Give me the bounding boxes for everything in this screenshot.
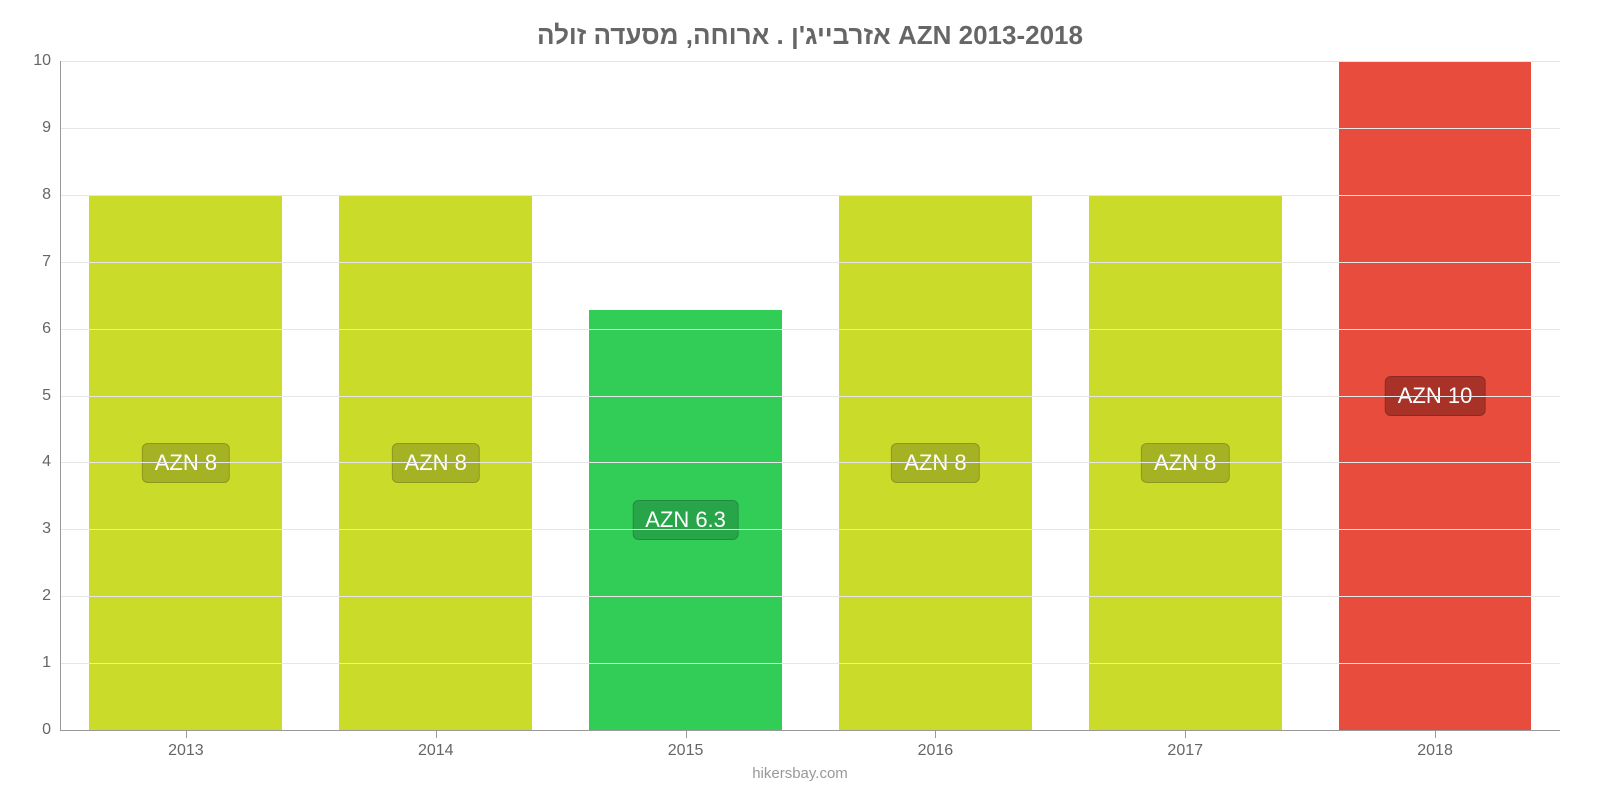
y-tick-label: 7 xyxy=(42,253,61,271)
x-tick-label: 2014 xyxy=(418,730,454,760)
y-tick-label: 9 xyxy=(42,119,61,137)
source-label: hikersbay.com xyxy=(752,765,848,782)
grid-line xyxy=(61,663,1560,664)
y-tick-label: 5 xyxy=(42,387,61,405)
x-tick-label: 2015 xyxy=(668,730,704,760)
y-tick-label: 1 xyxy=(42,654,61,672)
chart-container: אזרבייג'ן . ארוחה, מסעדה זולה AZN 2013-2… xyxy=(0,0,1600,800)
y-tick-label: 3 xyxy=(42,520,61,538)
grid-line xyxy=(61,396,1560,397)
grid-line xyxy=(61,596,1560,597)
grid-line xyxy=(61,329,1560,330)
y-tick-label: 8 xyxy=(42,186,61,204)
x-tick-label: 2017 xyxy=(1167,730,1203,760)
grid-line xyxy=(61,462,1560,463)
x-tick-label: 2013 xyxy=(168,730,204,760)
chart-title: אזרבייג'ן . ארוחה, מסעדה זולה AZN 2013-2… xyxy=(60,20,1560,51)
grid-line xyxy=(61,195,1560,196)
x-tick-label: 2018 xyxy=(1417,730,1453,760)
grid-line xyxy=(61,61,1560,62)
y-tick-label: 10 xyxy=(33,52,61,70)
x-tick-label: 2016 xyxy=(918,730,954,760)
y-tick-label: 6 xyxy=(42,320,61,338)
y-tick-label: 0 xyxy=(42,721,61,739)
bar-value-label: AZN 6.3 xyxy=(632,500,739,540)
grid-line xyxy=(61,529,1560,530)
y-tick-label: 2 xyxy=(42,587,61,605)
plot-area: AZN 82013AZN 82014AZN 6.32015AZN 82016AZ… xyxy=(60,61,1560,731)
y-tick-label: 4 xyxy=(42,453,61,471)
grid-line xyxy=(61,262,1560,263)
bar: AZN 6.3 xyxy=(588,309,783,730)
grid-line xyxy=(61,128,1560,129)
